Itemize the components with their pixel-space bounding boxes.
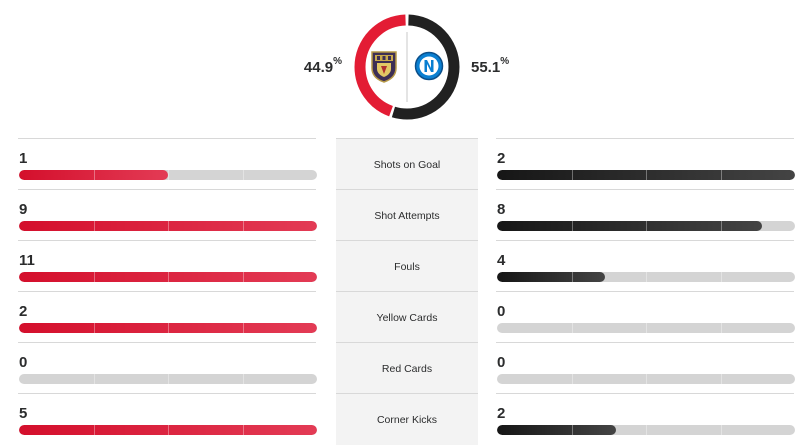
away-stat-bar bbox=[497, 272, 795, 282]
possession-header: 44.9% 55.1% bbox=[0, 0, 808, 138]
stat-row-yellow-cards: 2 Yellow Cards 0 bbox=[0, 291, 808, 343]
bar-segment-tick bbox=[646, 323, 647, 333]
away-stat-bar-fill bbox=[497, 272, 606, 282]
away-stat-bar bbox=[497, 170, 795, 180]
home-stat-bar-fill bbox=[19, 323, 317, 333]
home-stat-bar bbox=[19, 374, 317, 384]
home-stat-bar bbox=[19, 425, 317, 435]
away-possession: 55.1% bbox=[471, 56, 510, 76]
away-stat-value: 0 bbox=[497, 354, 506, 371]
bar-segment-tick bbox=[93, 170, 95, 180]
bar-segment-tick bbox=[571, 221, 573, 231]
home-stat-bar bbox=[19, 221, 317, 231]
bar-segment-tick bbox=[93, 323, 95, 333]
away-stat-value: 8 bbox=[497, 201, 506, 218]
away-stat-value: 2 bbox=[497, 150, 506, 167]
home-stat-bar-fill bbox=[19, 425, 317, 435]
bar-segment-tick bbox=[242, 272, 244, 282]
bar-segment-tick bbox=[646, 272, 647, 282]
bar-segment-tick bbox=[168, 425, 169, 435]
home-stat-value: 9 bbox=[19, 201, 28, 218]
stat-label: Yellow Cards bbox=[336, 291, 478, 343]
bar-segment-tick bbox=[720, 374, 722, 384]
bar-segment-tick bbox=[571, 272, 573, 282]
bar-segment-tick bbox=[646, 221, 647, 231]
bar-segment-tick bbox=[242, 425, 244, 435]
bar-segment-tick bbox=[93, 221, 95, 231]
stat-row-shots-on-goal: 1 Shots on Goal 2 bbox=[0, 138, 808, 190]
bar-segment-tick bbox=[720, 323, 722, 333]
bar-segment-tick bbox=[720, 425, 722, 435]
away-stat-bar bbox=[497, 323, 795, 333]
home-possession-symbol: % bbox=[333, 56, 342, 67]
away-stat-bar bbox=[497, 425, 795, 435]
bar-segment-tick bbox=[571, 425, 573, 435]
bar-segment-tick bbox=[242, 170, 244, 180]
napoli-crest-icon bbox=[414, 51, 444, 81]
home-stat-value: 5 bbox=[19, 405, 28, 422]
bar-segment-tick bbox=[93, 425, 95, 435]
away-stat-bar-fill bbox=[497, 170, 795, 180]
stat-label: Shot Attempts bbox=[336, 189, 478, 241]
home-possession: 44.9% bbox=[303, 56, 342, 76]
bar-segment-tick bbox=[720, 170, 722, 180]
home-stat-bar-fill bbox=[19, 170, 168, 180]
away-stat-value: 4 bbox=[497, 252, 506, 269]
stat-label: Fouls bbox=[336, 240, 478, 292]
bar-segment-tick bbox=[168, 221, 169, 231]
away-stat-bar bbox=[497, 221, 795, 231]
away-stat-value: 2 bbox=[497, 405, 506, 422]
home-stat-bar bbox=[19, 170, 317, 180]
bar-segment-tick bbox=[571, 170, 573, 180]
home-stat-bar-fill bbox=[19, 272, 317, 282]
home-stat-bar-fill bbox=[19, 221, 317, 231]
stat-label: Shots on Goal bbox=[336, 138, 478, 190]
lecce-crest-icon bbox=[371, 51, 397, 83]
away-possession-symbol: % bbox=[500, 56, 510, 67]
bar-segment-tick bbox=[646, 170, 647, 180]
home-stat-value: 11 bbox=[19, 252, 35, 269]
possession-donut-chart bbox=[354, 14, 460, 120]
away-possession-value: 55.1 bbox=[471, 59, 501, 76]
home-stat-value: 2 bbox=[19, 303, 28, 320]
stat-label: Corner Kicks bbox=[336, 393, 478, 445]
bar-segment-tick bbox=[646, 374, 647, 384]
bar-segment-tick bbox=[93, 272, 95, 282]
match-stats-table: 1 Shots on Goal 2 9 Shot Attempts 8 11 F… bbox=[0, 138, 808, 445]
stat-row-red-cards: 0 Red Cards 0 bbox=[0, 342, 808, 394]
bar-segment-tick bbox=[571, 374, 573, 384]
possession-away-arc bbox=[354, 14, 460, 120]
away-stat-bar-fill bbox=[497, 221, 763, 231]
home-stat-value: 0 bbox=[19, 354, 28, 371]
bar-segment-tick bbox=[242, 374, 244, 384]
stat-label: Red Cards bbox=[336, 342, 478, 394]
stat-row-corner-kicks: 5 Corner Kicks 2 bbox=[0, 393, 808, 445]
bar-segment-tick bbox=[168, 323, 169, 333]
away-stat-bar bbox=[497, 374, 795, 384]
bar-segment-tick bbox=[242, 221, 244, 231]
stat-row-shot-attempts: 9 Shot Attempts 8 bbox=[0, 189, 808, 241]
bar-segment-tick bbox=[168, 374, 169, 384]
bar-segment-tick bbox=[93, 374, 95, 384]
bar-segment-tick bbox=[168, 272, 169, 282]
away-stat-value: 0 bbox=[497, 303, 506, 320]
home-possession-value: 44.9 bbox=[303, 59, 334, 76]
bar-segment-tick bbox=[646, 425, 647, 435]
bar-segment-tick bbox=[168, 170, 169, 180]
stat-row-fouls: 11 Fouls 4 bbox=[0, 240, 808, 292]
away-stat-bar-fill bbox=[497, 425, 617, 435]
home-stat-bar bbox=[19, 323, 317, 333]
bar-segment-tick bbox=[571, 323, 573, 333]
possession-home-arc bbox=[354, 14, 460, 120]
bar-segment-tick bbox=[242, 323, 244, 333]
bar-segment-tick bbox=[720, 221, 722, 231]
bar-segment-tick bbox=[720, 272, 722, 282]
home-stat-bar bbox=[19, 272, 317, 282]
home-stat-value: 1 bbox=[19, 150, 28, 167]
